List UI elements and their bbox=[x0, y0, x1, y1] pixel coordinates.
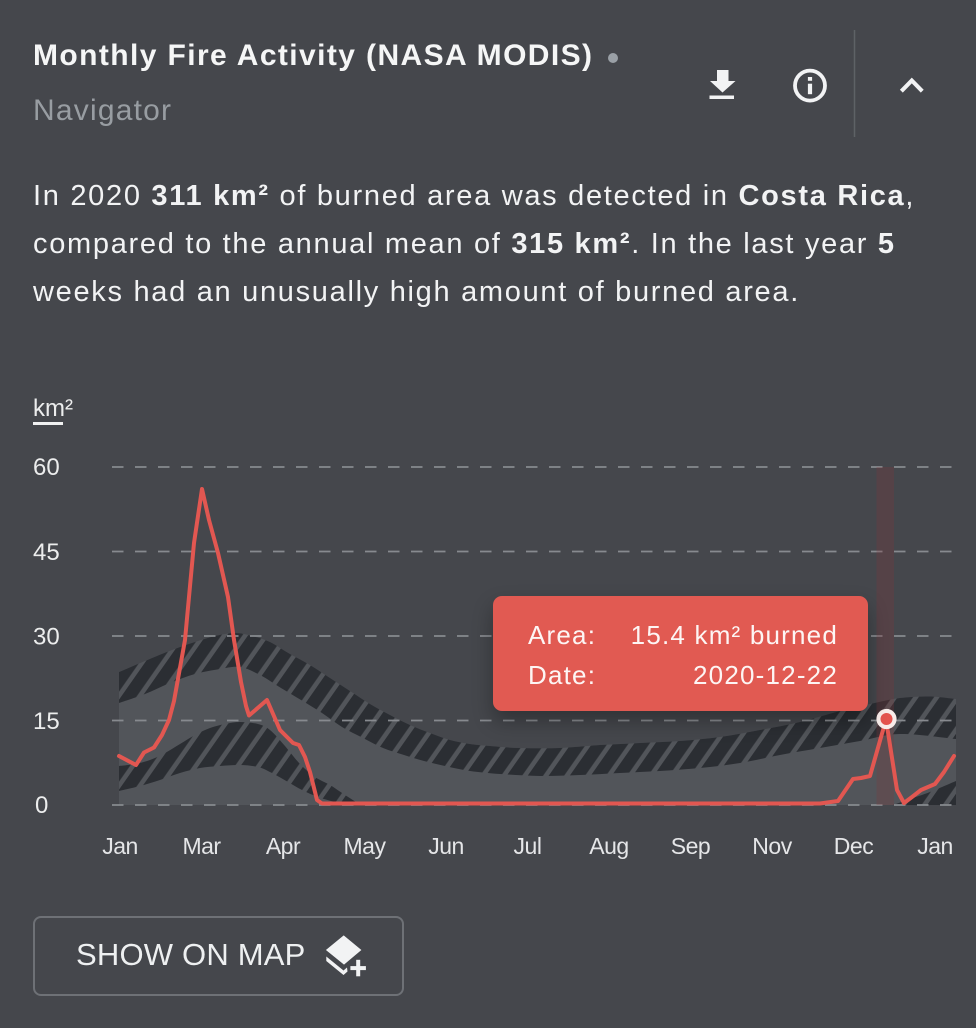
svg-text:Apr: Apr bbox=[266, 833, 301, 859]
svg-text:Mar: Mar bbox=[182, 833, 221, 859]
svg-text:15: 15 bbox=[33, 708, 60, 735]
svg-text:45: 45 bbox=[33, 539, 60, 566]
svg-text:0: 0 bbox=[35, 792, 48, 819]
svg-text:km²: km² bbox=[33, 395, 73, 422]
svg-text:Aug: Aug bbox=[589, 833, 628, 859]
svg-text:Dec: Dec bbox=[834, 833, 873, 859]
svg-text:Jun: Jun bbox=[428, 833, 464, 859]
svg-text:60: 60 bbox=[33, 454, 60, 481]
svg-text:Jan: Jan bbox=[917, 833, 953, 859]
svg-text:Nov: Nov bbox=[752, 833, 792, 859]
svg-text:May: May bbox=[344, 833, 387, 859]
svg-text:30: 30 bbox=[33, 624, 60, 651]
svg-text:Jul: Jul bbox=[514, 833, 542, 859]
svg-text:Sep: Sep bbox=[671, 833, 710, 859]
svg-text:Jan: Jan bbox=[102, 833, 138, 859]
